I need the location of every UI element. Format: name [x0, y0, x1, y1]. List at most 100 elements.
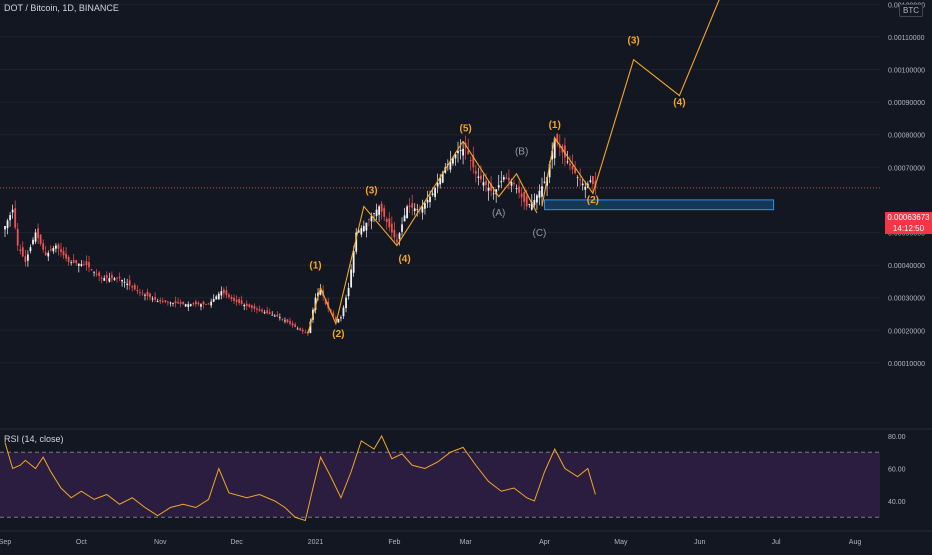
- candle: [238, 299, 241, 303]
- candle: [82, 264, 85, 266]
- wave-label: (5): [460, 123, 472, 134]
- candle: [518, 186, 520, 193]
- candle: [477, 176, 480, 179]
- candle: [235, 299, 238, 302]
- candle: [383, 208, 386, 217]
- candle: [324, 298, 327, 305]
- candle: [57, 244, 60, 249]
- candle: [240, 300, 243, 304]
- candle: [385, 219, 388, 223]
- time-tick-label: Apr: [539, 539, 551, 546]
- rsi-line: [4, 434, 596, 522]
- last-price-tag: 0.00063673 14:12:50: [885, 212, 932, 234]
- candle: [230, 297, 233, 300]
- candle: [457, 151, 459, 154]
- candle: [528, 204, 531, 206]
- candle: [490, 183, 492, 191]
- candle: [403, 215, 406, 222]
- candle: [100, 277, 103, 279]
- candle: [52, 247, 55, 252]
- candle: [65, 253, 67, 259]
- candle: [29, 247, 32, 252]
- candle: [116, 277, 118, 279]
- candle: [436, 182, 439, 187]
- candle: [574, 168, 576, 174]
- time-tick-label: Jun: [694, 539, 705, 546]
- candle: [289, 321, 291, 324]
- wave-label: (4): [398, 254, 410, 265]
- candle: [523, 191, 526, 202]
- candle: [347, 287, 350, 297]
- candle: [166, 301, 169, 303]
- candle: [553, 137, 556, 159]
- candle: [396, 239, 398, 243]
- candle: [296, 328, 299, 330]
- candle: [245, 303, 248, 306]
- candle: [564, 145, 566, 158]
- candle: [337, 318, 340, 323]
- candle: [75, 260, 78, 264]
- candle: [248, 304, 251, 307]
- candle: [172, 302, 174, 304]
- candle: [334, 317, 337, 321]
- candle: [362, 225, 365, 232]
- candle: [520, 193, 523, 198]
- candle: [136, 289, 139, 292]
- candle: [398, 233, 401, 239]
- candle: [469, 160, 472, 161]
- candle: [487, 187, 490, 191]
- candle: [536, 195, 538, 203]
- candle: [360, 228, 363, 235]
- price-tick-label: 0.00010000: [888, 361, 925, 368]
- candle: [210, 301, 213, 306]
- time-tick-label: May: [614, 539, 628, 546]
- candle: [19, 249, 22, 251]
- candle: [133, 284, 136, 290]
- candle: [189, 304, 192, 306]
- candle: [271, 314, 274, 316]
- candle: [538, 190, 541, 198]
- candle: [49, 249, 52, 251]
- candle: [228, 294, 230, 298]
- candle: [375, 209, 378, 217]
- candle: [141, 293, 144, 295]
- candle: [380, 203, 383, 212]
- time-tick-label: Mar: [460, 539, 473, 546]
- candle: [365, 222, 368, 231]
- candle: [541, 186, 543, 197]
- candle: [151, 298, 154, 300]
- candle: [368, 218, 370, 220]
- candle: [146, 291, 149, 297]
- candle: [281, 318, 284, 320]
- candle: [589, 180, 592, 182]
- candle: [95, 273, 98, 275]
- candle: [55, 245, 57, 249]
- candle: [44, 252, 47, 256]
- candle: [513, 182, 515, 184]
- candle: [24, 256, 27, 262]
- currency-badge[interactable]: BTC: [899, 4, 923, 17]
- candle: [452, 157, 454, 164]
- candle: [179, 302, 182, 304]
- candle: [159, 300, 162, 302]
- candle: [286, 319, 289, 323]
- candle: [169, 302, 172, 304]
- candle: [144, 294, 146, 296]
- candle: [187, 304, 190, 307]
- candle: [299, 328, 302, 331]
- candle: [72, 259, 75, 263]
- wave-label: (2): [332, 329, 344, 340]
- candle: [332, 312, 335, 317]
- candle: [184, 304, 187, 307]
- candle: [250, 305, 253, 308]
- candle: [474, 170, 477, 174]
- candle: [200, 304, 202, 307]
- candle: [258, 309, 261, 311]
- candle: [105, 275, 108, 279]
- candle: [301, 329, 304, 332]
- candle: [284, 320, 286, 322]
- candle: [67, 256, 70, 262]
- candle: [263, 312, 266, 314]
- time-tick-label: Dec: [230, 539, 243, 546]
